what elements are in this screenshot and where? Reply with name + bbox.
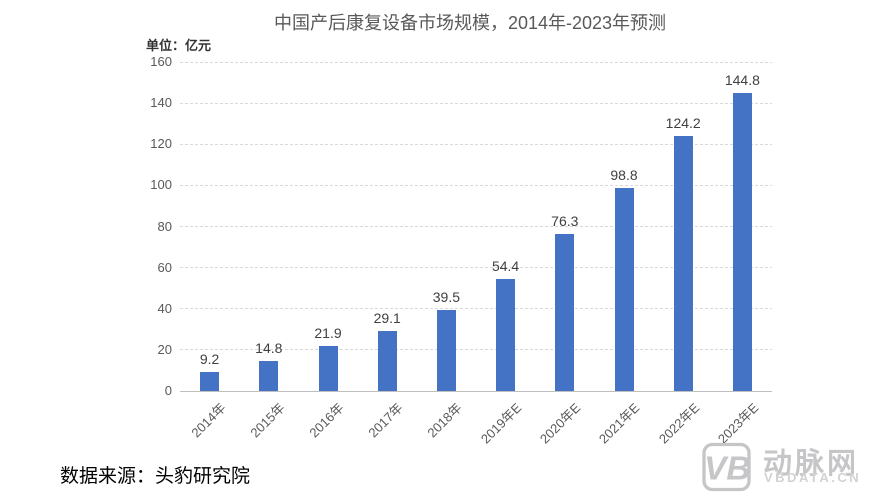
gridline-y-100 (180, 184, 772, 186)
y-axis-tick-label: 60 (157, 259, 172, 275)
x-axis-tick-label: 2017年 (365, 400, 406, 441)
gridline-y-140 (180, 102, 772, 104)
y-axis-tick-label: 120 (150, 136, 172, 152)
bar-2014年 (200, 372, 220, 391)
y-axis-tick-label: 40 (157, 300, 172, 316)
bar-2016年 (318, 345, 338, 391)
bar-2023年E (732, 93, 752, 391)
x-axis-line (180, 391, 772, 392)
x-axis-tick-label: 2019年E (477, 400, 525, 447)
value-label-2020年E: 76.3 (551, 213, 579, 230)
y-axis-tick-label: 140 (150, 95, 172, 111)
gridline-y-60 (180, 267, 772, 269)
y-axis-tick-label: 160 (150, 54, 172, 69)
value-label-2019年E: 54.4 (491, 258, 520, 275)
bar-2020年E (555, 234, 575, 391)
value-label-2022年E: 124.2 (665, 114, 701, 131)
x-axis-tick-label: 2021年E (596, 400, 643, 447)
x-axis-tick-label: 2022年E (655, 400, 702, 447)
value-label-2023年E: 144.8 (724, 72, 760, 89)
data-source-note: 数据来源：头豹研究院 (60, 466, 251, 487)
value-label-2014年: 9.2 (199, 351, 220, 368)
y-axis-tick-label: 20 (157, 341, 172, 357)
x-axis-tick-label: 2018年 (424, 400, 466, 441)
value-label-2021年E: 98.8 (610, 166, 638, 183)
value-label-2015年: 14.8 (255, 339, 283, 356)
vbdata-watermark-logo: VB 动脉网 VBDATA.CN (701, 440, 888, 502)
svg-text:VB: VB (704, 451, 750, 488)
bar-2017年 (377, 331, 397, 391)
x-axis-tick-label: 2020年E (537, 400, 584, 447)
gridline-y-20 (180, 349, 772, 351)
gridline-y-40 (180, 308, 772, 310)
value-label-2016年: 21.9 (314, 324, 342, 341)
bar-2015年 (259, 360, 279, 391)
y-axis-tick-label: 100 (150, 177, 172, 193)
gridline-y-160 (180, 61, 772, 63)
y-axis-tick-label: 0 (164, 383, 172, 398)
x-axis-tick-label: 2015年 (247, 400, 288, 441)
bar-2022年E (673, 135, 693, 391)
chart-title: 中国产后康复设备市场规模，2014年-2023年预测 (273, 13, 667, 33)
y-axis-tick-label: 80 (157, 218, 172, 234)
logo-name-text: 动脉网 (763, 448, 860, 480)
value-label-2017年: 29.1 (373, 310, 401, 327)
x-axis-tick-label: 2016年 (306, 400, 347, 441)
logo-domain-text: VBDATA.CN (764, 470, 862, 485)
gridline-y-80 (180, 226, 772, 227)
gridline-y-120 (180, 143, 772, 145)
x-axis-tick-label: 2014年 (188, 400, 229, 441)
bar-2021年E (614, 187, 634, 391)
bar-2019年E (496, 279, 516, 391)
value-label-2018年: 39.5 (432, 288, 461, 305)
vb-logo-icon: VB (702, 442, 751, 492)
unit-label: 单位：亿元 (146, 38, 212, 53)
plot-area: 0 20 40 60 80 100 120 140 160 9.2 2014年 14.8 2015年 21… (150, 54, 772, 447)
bar-2018年 (436, 309, 456, 391)
